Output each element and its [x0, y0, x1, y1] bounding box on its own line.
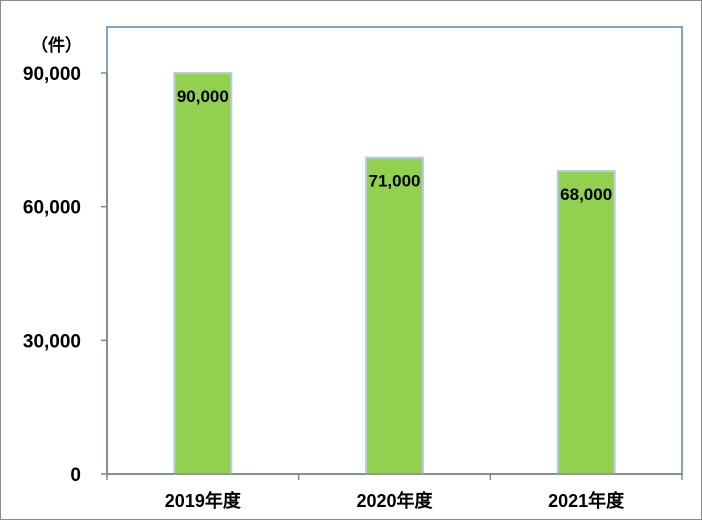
bar-2019年度 [173, 72, 233, 475]
data-label-2019年度: 90,000 [177, 87, 229, 106]
y-tick-label: 30,000 [23, 331, 81, 352]
x-category-label: 2021年度 [548, 490, 625, 511]
y-tick-label: 90,000 [23, 64, 81, 85]
x-category-label: 2019年度 [165, 490, 242, 511]
y-axis-unit-label: （件） [31, 35, 82, 55]
labels-layer: 90,000 71,000 68,000 0 30,000 60,000 90,000 201… [23, 64, 625, 511]
bar-2021年度 [556, 170, 616, 475]
data-label-2020年度: 71,000 [369, 172, 421, 191]
data-label-2021年度: 68,000 [560, 185, 612, 204]
x-category-label: 2020年度 [356, 490, 433, 511]
bars-layer [173, 72, 616, 475]
y-tick-label: 0 [70, 465, 81, 486]
bar-2020年度 [365, 156, 424, 475]
y-tick-label: 60,000 [23, 198, 81, 219]
axes-layer [101, 72, 683, 480]
